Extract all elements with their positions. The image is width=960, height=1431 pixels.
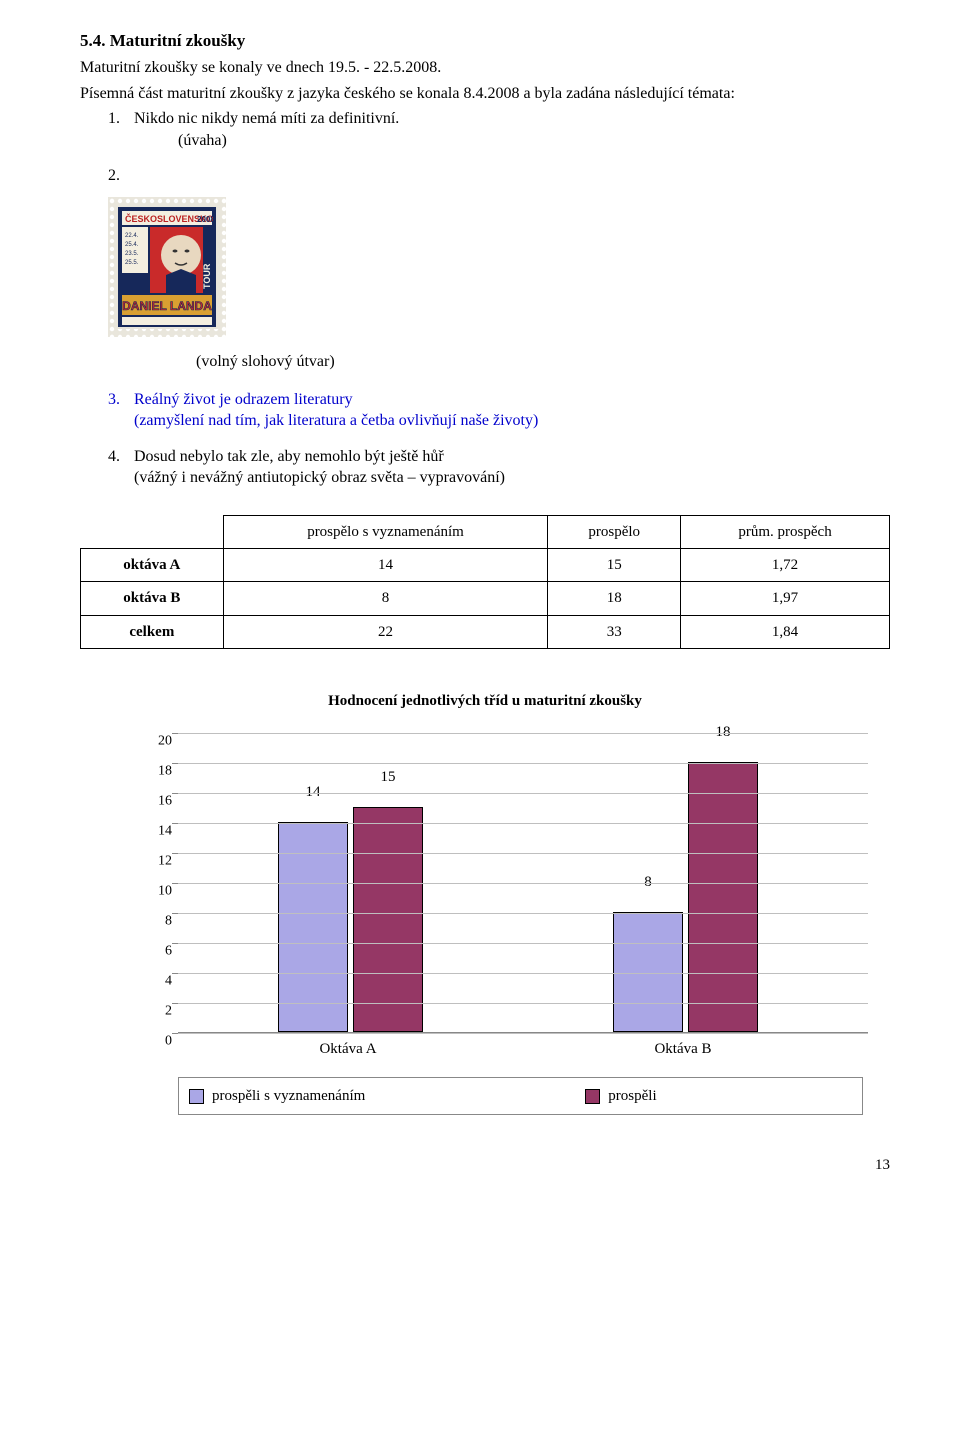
cell: 1,97 xyxy=(681,582,890,615)
topic-3-sub: (zamyšlení nad tím, jak literatura a čet… xyxy=(134,412,538,429)
cell: 1,72 xyxy=(681,549,890,582)
topic-4: 4. Dosud nebylo tak zle, aby nemohlo být… xyxy=(108,446,890,489)
bar-chart: 1415818 Oktáva A Oktáva B 02468101214161… xyxy=(138,733,868,1115)
section-title: Maturitní zkoušky xyxy=(110,31,246,50)
section-number: 5.4. xyxy=(80,31,106,50)
svg-text:25.5.: 25.5. xyxy=(125,260,139,266)
cell: 1,84 xyxy=(681,615,890,648)
cell: 14 xyxy=(223,549,548,582)
topic-3: 3. Reálný život je odrazem literatury (z… xyxy=(108,389,890,432)
col-avg: prům. prospěch xyxy=(681,515,890,548)
topic-1: 1. Nikdo nic nikdy nemá míti za definiti… xyxy=(108,108,890,151)
cell: 18 xyxy=(548,582,681,615)
svg-text:2008: 2008 xyxy=(197,215,215,224)
item-number: 4. xyxy=(108,446,130,468)
legend-item-passed: prospěli xyxy=(585,1086,656,1106)
item-number: 2. xyxy=(108,165,130,187)
row-label: oktáva B xyxy=(81,582,224,615)
x-label-2: Oktáva B xyxy=(593,1039,773,1059)
topic-2-sub: (volný slohový útvar) xyxy=(108,351,890,373)
cell: 22 xyxy=(223,615,548,648)
intro-line-1: Maturitní zkoušky se konaly ve dnech 19.… xyxy=(80,57,890,79)
table-row: celkem 22 33 1,84 xyxy=(81,615,890,648)
cell: 15 xyxy=(548,549,681,582)
topic-2: 2. xyxy=(108,165,890,187)
table-row: prospělo s vyznamenáním prospělo prům. p… xyxy=(81,515,890,548)
topics-list: 1. Nikdo nic nikdy nemá míti za definiti… xyxy=(80,108,890,489)
item-number: 1. xyxy=(108,108,130,130)
legend-swatch-icon xyxy=(585,1089,600,1104)
item-number: 3. xyxy=(108,389,130,411)
cell: 8 xyxy=(223,582,548,615)
page-number: 13 xyxy=(80,1155,890,1175)
table-row: oktáva B 8 18 1,97 xyxy=(81,582,890,615)
svg-text:22.4.: 22.4. xyxy=(125,233,139,239)
topic-3-text: Reálný život je odrazem literatury xyxy=(134,391,353,408)
col-passed: prospělo xyxy=(548,515,681,548)
chart-legend: prospěli s vyznamenáním prospěli xyxy=(178,1077,863,1115)
stamp-image: ČESKOSLOVENSKO 2008 22.4. 25.4. 23.5. 25… xyxy=(108,197,226,337)
topic-4-sub: (vážný i nevážný antiutopický obraz svět… xyxy=(134,469,505,486)
topic-1-sub: (úvaha) xyxy=(134,132,227,149)
intro-line-2: Písemná část maturitní zkoušky z jazyka … xyxy=(80,83,890,105)
svg-text:23.5.: 23.5. xyxy=(125,251,139,257)
svg-text:25.4.: 25.4. xyxy=(125,242,139,248)
topic-1-text: Nikdo nic nikdy nemá míti za definitivní… xyxy=(134,110,399,127)
svg-text:DANIEL LANDA: DANIEL LANDA xyxy=(122,299,212,313)
legend-swatch-icon xyxy=(189,1089,204,1104)
row-label: celkem xyxy=(81,615,224,648)
results-table: prospělo s vyznamenáním prospělo prům. p… xyxy=(80,515,890,649)
section-heading: 5.4. Maturitní zkoušky xyxy=(80,30,890,53)
topic-4-text: Dosud nebylo tak zle, aby nemohlo být je… xyxy=(134,448,444,465)
legend-item-distinction: prospěli s vyznamenáním xyxy=(189,1086,365,1106)
table-row: oktáva A 14 15 1,72 xyxy=(81,549,890,582)
col-distinction: prospělo s vyznamenáním xyxy=(223,515,548,548)
legend-label: prospěli s vyznamenáním xyxy=(212,1086,365,1106)
svg-text:TOUR: TOUR xyxy=(202,263,212,289)
x-label-1: Oktáva A xyxy=(258,1039,438,1059)
legend-label: prospěli xyxy=(608,1086,656,1106)
row-label: oktáva A xyxy=(81,549,224,582)
cell: 33 xyxy=(548,615,681,648)
chart-title: Hodnocení jednotlivých tříd u maturitní … xyxy=(80,691,890,711)
